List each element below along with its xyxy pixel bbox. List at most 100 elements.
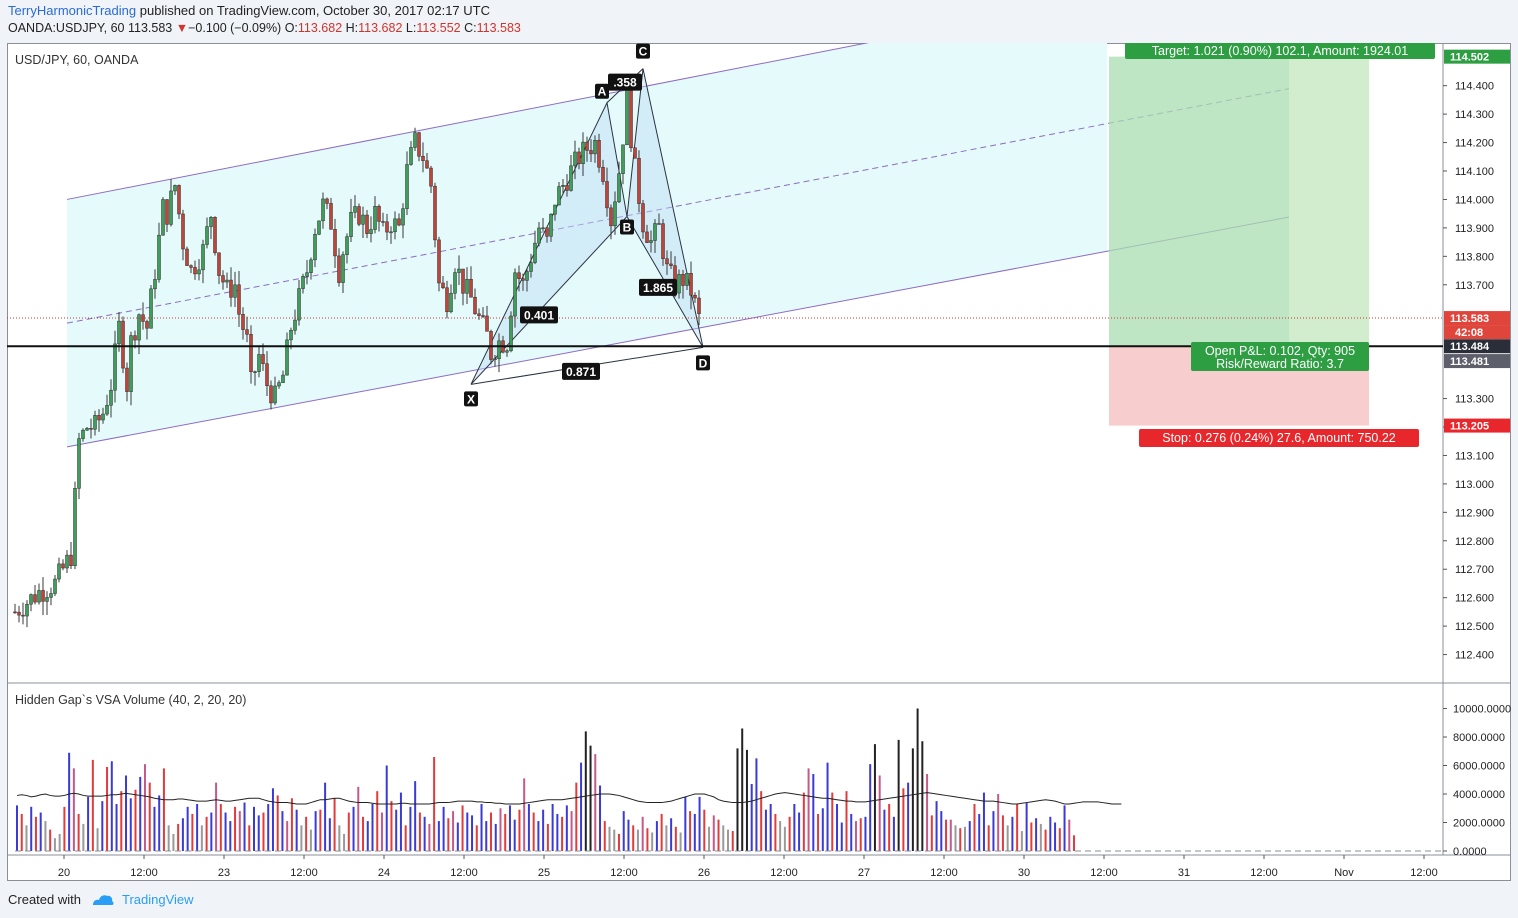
point-a-label-bg xyxy=(595,83,609,99)
candle-body xyxy=(45,597,49,602)
candle-body xyxy=(165,199,169,225)
ratio-label-bg xyxy=(520,306,558,324)
candle-body xyxy=(585,141,589,151)
target-label-bg xyxy=(1125,43,1435,59)
time-tick-label: 12:00 xyxy=(1410,867,1438,879)
candle-body xyxy=(349,212,353,237)
candle-body xyxy=(265,363,269,387)
price-change: −0.100 (−0.09%) xyxy=(188,21,282,35)
candle-body xyxy=(569,165,573,191)
candle-body xyxy=(337,255,341,283)
point-x-label: X xyxy=(467,392,475,406)
candle-body xyxy=(177,185,181,215)
candle-body xyxy=(125,367,129,392)
price-tick-label: 113.000 xyxy=(1455,479,1494,491)
candle-body xyxy=(137,314,141,341)
candle-body xyxy=(229,279,233,298)
ratio-label-bg xyxy=(608,73,642,91)
time-tick-label: 12:00 xyxy=(130,867,158,879)
time-tick-label: Nov xyxy=(1334,867,1354,879)
candle-body xyxy=(433,185,437,241)
candle-body xyxy=(425,160,429,169)
target-zone xyxy=(1109,56,1289,347)
stop-price-marker-bg xyxy=(1444,418,1510,433)
candle-body xyxy=(121,320,125,369)
price-tick-label: 113.700 xyxy=(1455,280,1494,292)
candle-body xyxy=(57,563,61,580)
candle-body xyxy=(693,294,697,299)
candle-body xyxy=(97,415,101,421)
close-label: C: xyxy=(464,21,477,35)
candle-body xyxy=(373,205,377,230)
time-tick-label: 12:00 xyxy=(610,867,638,879)
candle-body xyxy=(625,90,629,146)
created-with-text: Created with xyxy=(8,892,81,907)
candle-body xyxy=(601,166,605,182)
price-tick-label: 112.800 xyxy=(1455,536,1494,548)
time-tick-label: 23 xyxy=(218,867,230,879)
publish-info: TerryHarmonicTrading published on Tradin… xyxy=(8,3,490,18)
current-price-marker: 113.583 xyxy=(1450,313,1489,325)
candle-body xyxy=(485,315,489,332)
price-tick-label: 114.000 xyxy=(1455,194,1494,206)
candle-body xyxy=(689,273,693,296)
candle-body xyxy=(405,164,409,209)
candle-body xyxy=(397,218,401,226)
price-tick-label: 112.700 xyxy=(1455,564,1494,576)
countdown-marker: 42:08 xyxy=(1455,327,1483,339)
candle-body xyxy=(545,227,549,237)
author-link[interactable]: TerryHarmonicTrading xyxy=(8,3,137,18)
candle-body xyxy=(77,438,81,489)
target-label: Target: 1.021 (0.90%) 102.1, Amount: 192… xyxy=(1152,44,1408,58)
candle-body xyxy=(685,273,689,286)
candle-body xyxy=(669,263,673,266)
published-text: published on TradingView.com, October 30… xyxy=(139,3,490,18)
candle-body xyxy=(237,284,241,315)
candle-body xyxy=(273,385,277,404)
candle-body xyxy=(537,227,541,244)
ratio-label: 0.871 xyxy=(566,365,596,379)
candle-body xyxy=(369,229,373,234)
candle-body xyxy=(313,234,317,261)
candle-body xyxy=(401,208,405,226)
candle-body xyxy=(21,614,25,617)
current-price-marker-bg xyxy=(1444,311,1510,326)
candle-body xyxy=(581,141,585,164)
candle-body xyxy=(29,594,33,605)
line-price-marker-bg xyxy=(1444,354,1510,369)
candle-body xyxy=(61,563,65,569)
candle-body xyxy=(217,252,221,276)
stop-price-marker: 113.205 xyxy=(1450,421,1489,433)
candle-body xyxy=(357,206,361,225)
candle-body xyxy=(33,594,37,603)
candle-body xyxy=(393,218,397,233)
candle-body xyxy=(297,288,301,321)
tradingview-brand[interactable]: TradingView xyxy=(122,892,194,907)
candle-body xyxy=(277,382,281,387)
candle-body xyxy=(85,428,89,431)
symbol-name: OANDA:USDJPY, 60 xyxy=(8,21,125,35)
candle-body xyxy=(377,205,381,222)
time-tick-label: 12:00 xyxy=(450,867,478,879)
candle-body xyxy=(381,221,385,223)
time-tick-label: 12:00 xyxy=(290,867,318,879)
tradingview-logo-icon xyxy=(91,892,115,909)
candle-body xyxy=(605,181,609,209)
open-pl-label: Open P&L: 0.102, Qty: 905 xyxy=(1205,344,1355,358)
candle-body xyxy=(677,274,681,294)
candle-body xyxy=(17,611,21,616)
volume-tick-label: 2000.0000 xyxy=(1453,818,1505,830)
candle-body xyxy=(173,185,177,192)
candle-body xyxy=(641,203,645,233)
candle-body xyxy=(161,199,165,236)
time-tick-label: 24 xyxy=(378,867,390,879)
candle-body xyxy=(429,167,433,187)
chart-canvas[interactable]: 114.400 114.300 114.200 114.100 114.000 113.9… xyxy=(7,43,1511,881)
candle-body xyxy=(241,314,245,330)
candle-body xyxy=(613,201,617,227)
candle-body xyxy=(257,354,261,372)
candle-body xyxy=(341,254,345,283)
candle-body xyxy=(509,315,513,352)
target-price-marker-bg xyxy=(1444,49,1510,64)
candle-body xyxy=(73,488,77,567)
